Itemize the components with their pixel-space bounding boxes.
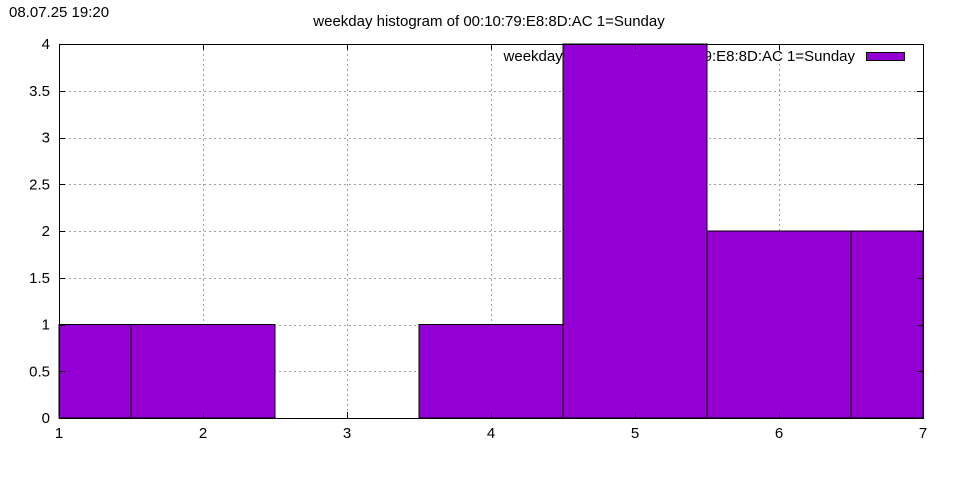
- axis-ticks: [59, 44, 924, 419]
- y-tick-label-0: 0: [42, 410, 50, 427]
- x-tick-label-5: 5: [631, 425, 639, 442]
- y-tick-label-1: 1: [42, 317, 50, 334]
- bar-6: [706, 230, 852, 419]
- bar-4: [418, 324, 564, 419]
- x-tick-label-1: 1: [55, 425, 63, 442]
- legend-swatch: [866, 52, 905, 61]
- y-tick-label-2.5: 2.5: [29, 176, 50, 193]
- y-tick-label-0.5: 0.5: [29, 363, 50, 380]
- x-tick-label-6: 6: [775, 425, 783, 442]
- chart-title: weekday histogram of 00:10:79:E8:8D:AC 1…: [312, 13, 665, 30]
- y-tick-label-3: 3: [42, 130, 50, 147]
- x-tick-label-2: 2: [199, 425, 207, 442]
- axis-tick-labels: 1 2 3 4 5 6 7 0 0.5 1 1.5 2 2.5 3 3.5 4: [29, 36, 927, 442]
- y-tick-label-4: 4: [42, 36, 50, 53]
- x-tick-label-4: 4: [487, 425, 495, 442]
- bar-2: [130, 324, 276, 419]
- bars: [58, 43, 924, 419]
- x-tick-label-7: 7: [919, 425, 927, 442]
- bar-5: [562, 43, 708, 419]
- x-tick-label-3: 3: [343, 425, 351, 442]
- y-tick-label-1.5: 1.5: [29, 270, 50, 287]
- bar-7: [850, 230, 924, 419]
- timestamp: 08.07.25 19:20: [9, 4, 110, 21]
- y-tick-label-2: 2: [42, 223, 50, 240]
- y-tick-label-3.5: 3.5: [29, 83, 50, 100]
- bar-1: [58, 324, 132, 419]
